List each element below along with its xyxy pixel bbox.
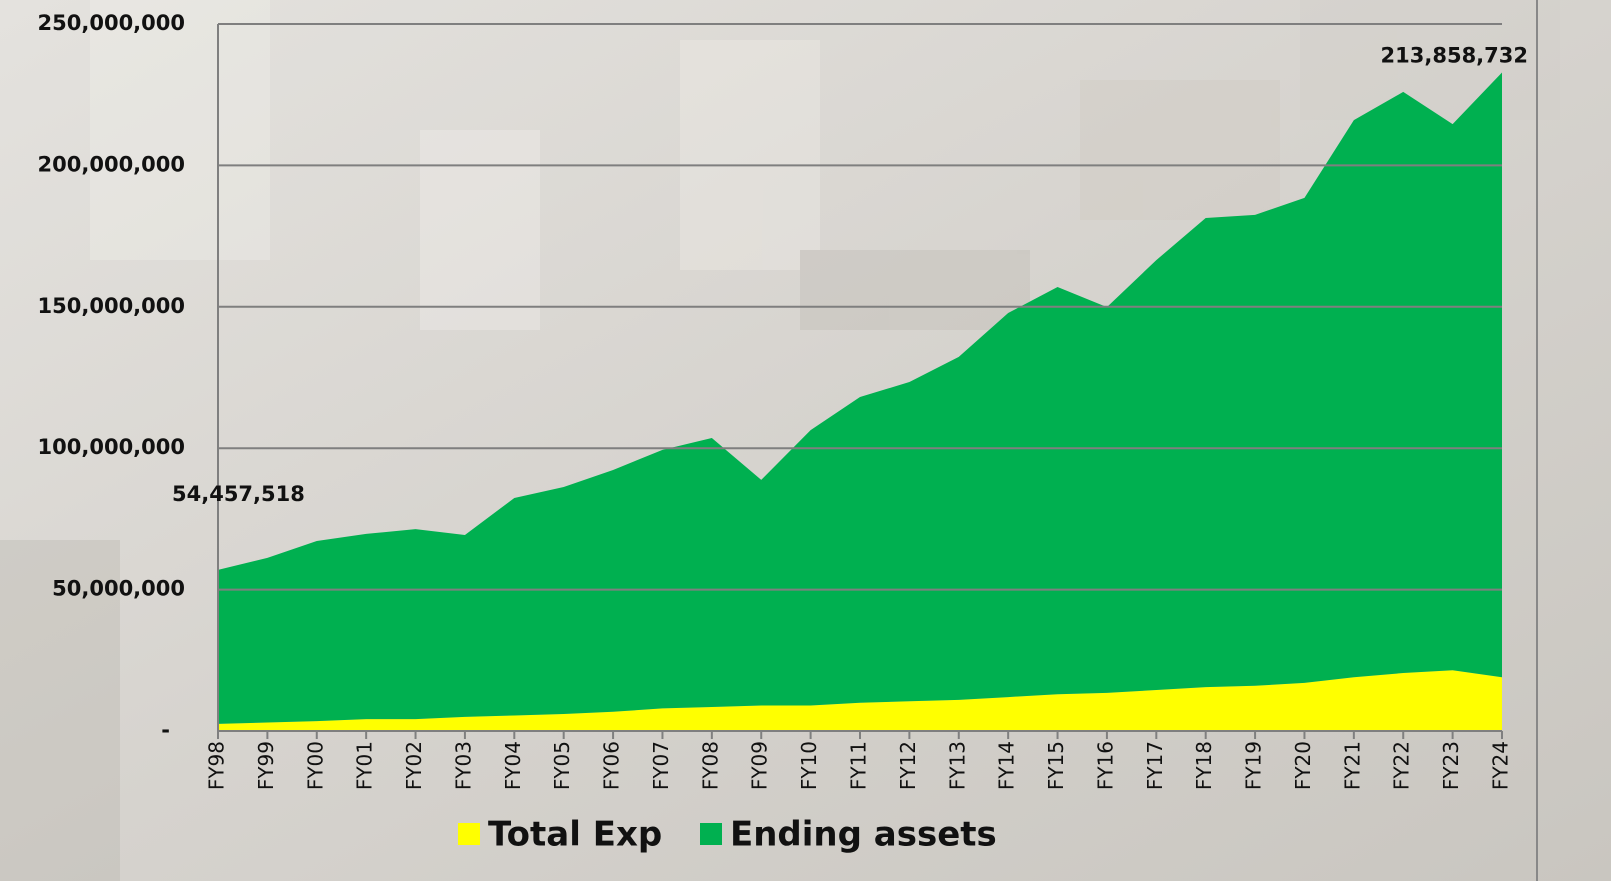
x-tick-label: FY21 bbox=[1340, 741, 1364, 790]
x-tick-label: FY19 bbox=[1242, 741, 1266, 790]
x-tick-label: FY10 bbox=[797, 741, 821, 790]
x-tick-label: FY24 bbox=[1489, 741, 1513, 790]
x-tick-label: FY11 bbox=[847, 741, 871, 790]
x-tick-label: FY17 bbox=[1143, 741, 1167, 790]
x-tick-label: FY05 bbox=[550, 741, 574, 790]
x-tick-label: FY04 bbox=[501, 741, 525, 790]
legend-swatch bbox=[700, 823, 722, 845]
legend-label: Ending assets bbox=[730, 815, 997, 855]
x-tick-label: FY09 bbox=[748, 741, 772, 790]
x-tick-label: FY13 bbox=[945, 741, 969, 790]
legend-label: Total Exp bbox=[488, 815, 662, 855]
x-tick-label: FY15 bbox=[1044, 741, 1068, 790]
data-label: 213,858,732 bbox=[1381, 43, 1528, 67]
x-tick-label: FY23 bbox=[1439, 741, 1463, 790]
y-tick-label: 100,000,000 bbox=[38, 435, 185, 459]
x-tick-label: FY99 bbox=[254, 741, 278, 790]
area bbox=[218, 72, 1502, 724]
x-tick-label: FY03 bbox=[451, 741, 475, 790]
y-tick-label: - bbox=[161, 718, 170, 742]
x-tick-label: FY14 bbox=[995, 741, 1019, 790]
x-tick-label: FY07 bbox=[649, 741, 673, 790]
x-tick-label: FY20 bbox=[1291, 741, 1315, 790]
legend-swatch bbox=[458, 823, 480, 845]
y-tick-label: 50,000,000 bbox=[52, 577, 185, 601]
x-tick-label: FY00 bbox=[303, 741, 327, 790]
x-tick-label: FY01 bbox=[353, 741, 377, 790]
area bbox=[218, 670, 1502, 731]
data-label: 54,457,518 bbox=[172, 482, 305, 506]
city-backdrop bbox=[0, 0, 1560, 881]
legend: Total Exp Ending assets bbox=[458, 815, 997, 855]
x-tick-label: FY22 bbox=[1390, 741, 1414, 790]
x-tick-label: FY12 bbox=[896, 741, 920, 790]
x-tick-label: FY02 bbox=[402, 741, 426, 790]
x-tick-label: FY16 bbox=[1093, 741, 1117, 790]
x-tick-label: FY18 bbox=[1192, 741, 1216, 790]
y-tick-label: 200,000,000 bbox=[38, 152, 185, 176]
y-tick-label: 150,000,000 bbox=[38, 294, 185, 318]
x-tick-label: FY06 bbox=[600, 741, 624, 790]
x-tick-label: FY08 bbox=[698, 741, 722, 790]
x-tick-label: FY98 bbox=[205, 741, 229, 790]
y-tick-label: 250,000,000 bbox=[38, 11, 185, 35]
